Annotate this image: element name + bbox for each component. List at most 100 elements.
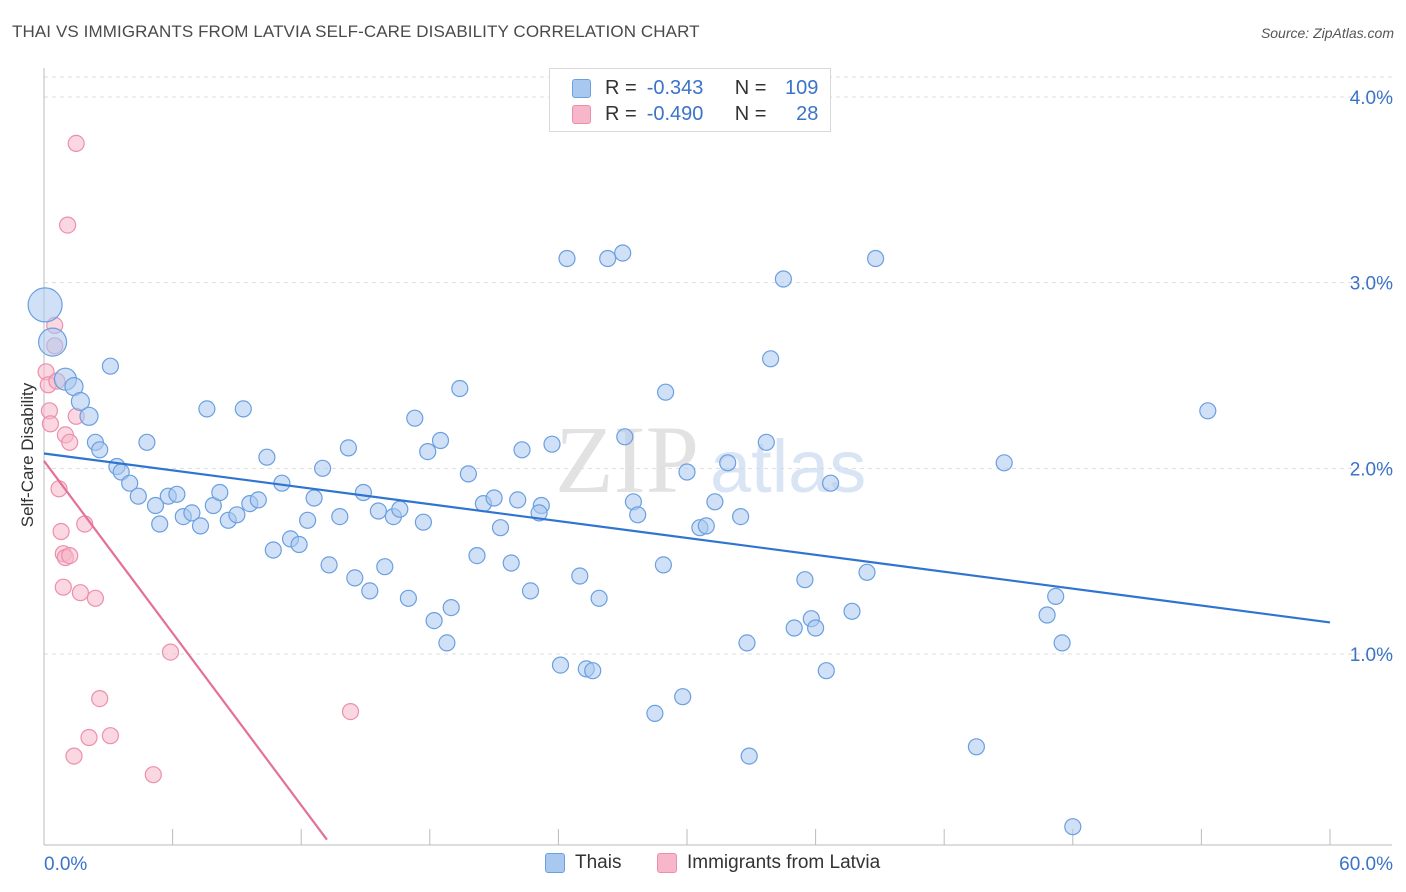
thai-point (706, 493, 724, 511)
thai-point (674, 688, 692, 706)
axes (43, 68, 1392, 846)
thai-point (70, 391, 91, 412)
thai-point (361, 582, 379, 600)
thai-trend-line (43, 452, 1331, 624)
thai-point (858, 563, 876, 581)
latvia-trend-line (43, 460, 328, 841)
thai-point (821, 474, 840, 492)
thai-point (168, 485, 186, 503)
latvia-point (91, 689, 109, 708)
thai-point (299, 511, 317, 529)
thai-point (656, 383, 675, 401)
thai-point (866, 249, 885, 268)
thai-point (584, 662, 602, 680)
latvia-point (80, 728, 98, 747)
legend-label-latvia: Immigrants from Latvia (687, 852, 881, 873)
latvia-point (58, 216, 77, 234)
y-tick-label: 3.0% (1350, 274, 1393, 295)
thai-point (1064, 818, 1082, 836)
thai-point (339, 439, 357, 457)
thai-point (27, 287, 63, 323)
thai-point (509, 491, 527, 509)
legend-item-latvia[interactable]: Immigrants from Latvia (657, 852, 880, 874)
legend-row-latvia: R = -0.490 N = 28 (572, 102, 818, 126)
latvia-point (54, 578, 72, 596)
thai-point (543, 435, 561, 453)
legend-n-label: N = (734, 102, 767, 125)
thai-point (305, 489, 323, 507)
source-credit: Source: ZipAtlas.com (1260, 25, 1394, 41)
thai-point (399, 589, 417, 607)
thai-point (391, 500, 409, 518)
thai-point (320, 556, 338, 574)
thai-point (967, 738, 986, 756)
thai-point (719, 454, 737, 472)
y-axis-label: Self-Care Disability (18, 382, 37, 527)
series-thai (27, 244, 1217, 836)
latvia-point (65, 747, 83, 765)
legend-label-thais: Thais (575, 852, 622, 873)
thai-point (738, 634, 756, 652)
thai-point (79, 406, 99, 426)
legend-swatch-thais (545, 853, 565, 873)
thai-point (376, 558, 394, 576)
thai-point (1199, 402, 1217, 420)
thai-point (459, 465, 477, 483)
thai-point (101, 357, 120, 375)
thai-point (774, 270, 793, 288)
latvia-point (67, 134, 85, 152)
thai-point (646, 704, 664, 723)
latvia-point (52, 522, 70, 541)
thai-point (806, 619, 825, 637)
thai-point (37, 327, 68, 357)
thai-point (843, 602, 861, 620)
thai-point (521, 582, 540, 600)
legend-swatch-latvia (572, 104, 591, 124)
latvia-point (86, 589, 105, 607)
watermark: ZIP atlas (555, 406, 866, 513)
legend-n-label: N = (734, 76, 767, 99)
thai-point (151, 515, 169, 533)
thai-point (678, 463, 696, 481)
legend-n-value: 28 (796, 102, 819, 125)
thai-point (590, 589, 608, 607)
legend-r-label: R = (605, 102, 637, 125)
thai-point (431, 431, 450, 450)
thai-point (731, 507, 750, 526)
latvia-point (101, 727, 120, 745)
thai-point (757, 433, 775, 451)
thai-point (369, 502, 387, 520)
thai-point (198, 400, 216, 418)
thai-point (146, 496, 165, 515)
thai-point (138, 433, 156, 451)
thai-point (740, 747, 758, 765)
thai-point (425, 611, 443, 630)
thai-point (314, 459, 332, 477)
thai-point (995, 454, 1013, 472)
thai-point (234, 400, 252, 418)
legend-item-thais[interactable]: Thais (545, 852, 621, 874)
thai-point (121, 474, 139, 492)
thai-point (91, 441, 109, 459)
thai-point (290, 535, 308, 554)
thai-point (616, 428, 634, 446)
thai-point (468, 546, 486, 565)
thai-point (485, 489, 503, 507)
latvia-point (61, 433, 79, 451)
thai-point (513, 441, 531, 459)
thai-point (502, 554, 520, 572)
y-tick-label: 2.0% (1350, 459, 1393, 480)
latvia-point (41, 415, 60, 433)
thai-point (346, 569, 364, 587)
grid-lines (44, 76, 1392, 655)
thai-point (761, 350, 780, 368)
thai-point (331, 507, 349, 526)
thai-point (438, 634, 456, 652)
thai-point (191, 517, 210, 535)
thai-point (264, 541, 282, 559)
x-tick-label: 60.0% (1339, 854, 1393, 875)
thai-point (414, 513, 432, 531)
thai-point (629, 506, 647, 524)
thai-point (183, 504, 201, 522)
